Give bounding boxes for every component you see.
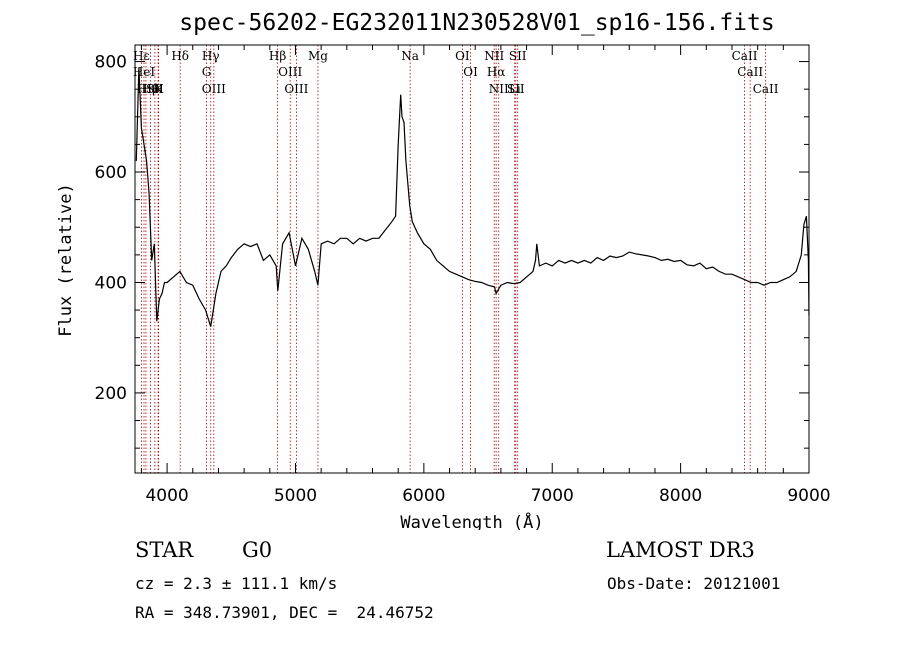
line-marker-label: Hα (487, 65, 506, 79)
line-marker-label: CaII (732, 49, 758, 63)
line-marker-label: SII (507, 82, 525, 96)
x-tick-label: 8000 (659, 486, 702, 506)
subclass-label: G0 (242, 538, 273, 562)
spectrum-chart: spec-56202-EG232011N230528V01_sp16-156.f… (56, 10, 831, 530)
redshift-text: cz = 2.3 ± 111.1 km/s (135, 574, 338, 593)
y-axis-label: Flux (relative) (56, 183, 76, 337)
obs-date-text: Obs-Date: 20121001 (607, 574, 781, 593)
coordinates-text: RA = 348.73901, DEC = 24.46752 (135, 603, 434, 622)
line-marker-label: Hδ (171, 49, 189, 63)
line-marker-label: HeI (133, 65, 156, 79)
line-marker-label: OIII (284, 82, 308, 96)
line-marker-label: G (202, 65, 212, 79)
line-marker-label: K (154, 82, 164, 96)
line-marker-label: CaII (753, 82, 779, 96)
y-tick-label: 600 (95, 163, 127, 183)
line-marker-label: NII (489, 82, 509, 96)
line-marker-label: Hη (137, 82, 155, 96)
line-marker-label: Na (401, 49, 419, 63)
plot-frame (134, 44, 810, 474)
line-marker-label: SII (509, 49, 527, 63)
x-tick-label: 6000 (402, 486, 445, 506)
x-tick-label: 4000 (145, 486, 188, 506)
y-tick-label: 400 (95, 273, 127, 293)
line-marker-label: NII (484, 49, 504, 63)
line-marker-label: Hβ (269, 49, 286, 63)
line-marker-label: CaII (737, 65, 763, 79)
y-tick-label: 200 (95, 384, 127, 404)
spectrum-line (135, 67, 810, 327)
class-label: STAR (135, 538, 194, 562)
y-tick-label: 800 (95, 53, 127, 73)
y-axis: 200 400 600 800 (95, 53, 809, 449)
x-tick-label: 9000 (787, 486, 830, 506)
line-marker-label: OI (455, 49, 470, 63)
line-marker-label: Hγ (202, 49, 220, 63)
line-marker-label: Hε (133, 49, 150, 63)
x-axis: 4000 5000 6000 7000 8000 9000 (140, 45, 831, 506)
line-marker-label: Mg (308, 49, 328, 63)
line-marker-label: OIII (202, 82, 226, 96)
line-markers (141, 45, 767, 473)
line-marker-label: OI (463, 65, 478, 79)
line-marker-label: Li (509, 82, 521, 96)
x-tick-label: 7000 (531, 486, 574, 506)
x-tick-label: 5000 (274, 486, 317, 506)
line-marker-label: Hθ (142, 82, 160, 96)
survey-label: LAMOST DR3 (606, 538, 755, 562)
line-marker-label: OIII (278, 65, 302, 79)
line-marker-label: SII (146, 82, 164, 96)
x-axis-label: Wavelength (Å) (400, 511, 543, 530)
chart-title: spec-56202-EG232011N230528V01_sp16-156.f… (179, 10, 774, 36)
line-marker-label: H (153, 82, 163, 96)
